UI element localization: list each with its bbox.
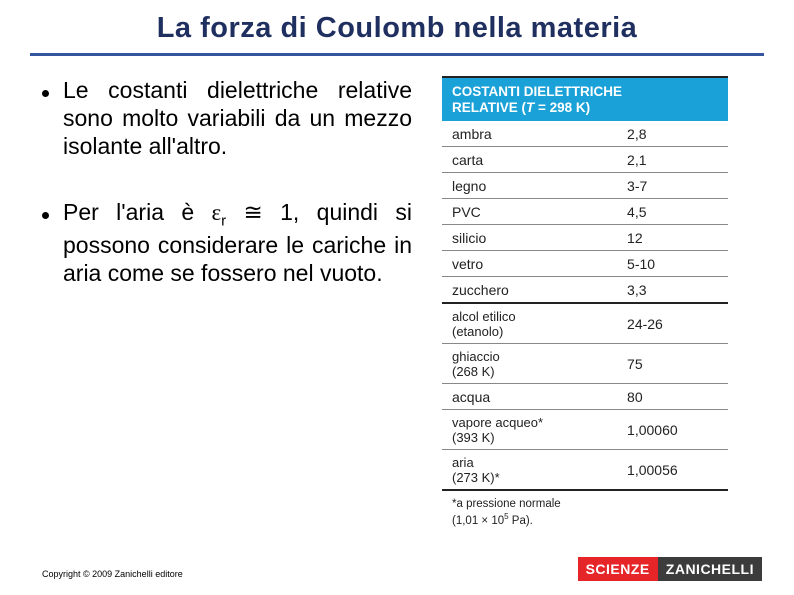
table-row: alcol etilico(etanolo)24-26	[442, 303, 728, 344]
table-row: vapore acqueo*(393 K)1,00060	[442, 410, 728, 450]
material-cell: vetro	[442, 251, 627, 277]
slide-title: La forza di Coulomb nella materia	[0, 0, 794, 53]
value-cell: 75	[627, 344, 728, 384]
value-cell: 1,00060	[627, 410, 728, 450]
table-header-line1: COSTANTI DIELETTRICHE	[452, 84, 622, 99]
table-header-var: T	[526, 100, 534, 115]
value-cell: 2,1	[627, 147, 728, 173]
left-column: Le costanti dielettriche relative sono m…	[42, 76, 412, 534]
table-row: zucchero3,3	[442, 277, 728, 304]
material-cell: carta	[442, 147, 627, 173]
content-area: Le costanti dielettriche relative sono m…	[0, 56, 794, 534]
material-cell: acqua	[442, 384, 627, 410]
material-cell: legno	[442, 173, 627, 199]
value-cell: 3,3	[627, 277, 728, 304]
bullet-dot-icon	[42, 90, 49, 97]
table-body: ambra2,8carta2,1legno3-7PVC4,5silicio12v…	[442, 121, 728, 491]
value-cell: 2,8	[627, 121, 728, 147]
bullet-dot-icon	[42, 212, 49, 219]
material-cell: vapore acqueo*(393 K)	[442, 410, 627, 450]
material-cell: PVC	[442, 199, 627, 225]
value-cell: 4,5	[627, 199, 728, 225]
table-row: PVC4,5	[442, 199, 728, 225]
footnote-line2-prefix: (1,01 × 10	[452, 515, 504, 527]
material-cell: aria(273 K)*	[442, 450, 627, 491]
paragraph-1: Le costanti dielettriche relative sono m…	[63, 76, 412, 160]
table-row: aria(273 K)*1,00056	[442, 450, 728, 491]
bullet-item: Le costanti dielettriche relative sono m…	[42, 76, 412, 160]
material-cell: alcol etilico(etanolo)	[442, 303, 627, 344]
material-cell: ghiaccio(268 K)	[442, 344, 627, 384]
material-cell: silicio	[442, 225, 627, 251]
table-row: acqua80	[442, 384, 728, 410]
table-row: ghiaccio(268 K)75	[442, 344, 728, 384]
table-row: silicio12	[442, 225, 728, 251]
dielectric-table: COSTANTI DIELETTRICHE RELATIVE (T = 298 …	[442, 76, 728, 534]
value-cell: 80	[627, 384, 728, 410]
value-cell: 24-26	[627, 303, 728, 344]
table-header: COSTANTI DIELETTRICHE RELATIVE (T = 298 …	[442, 78, 728, 121]
footnote-line1: *a pressione normale	[452, 498, 561, 510]
table-footnote: *a pressione normale (1,01 × 105 Pa).	[442, 491, 728, 534]
bullet-item: Per l'aria è εr ≅ 1, quindi si possono c…	[42, 198, 412, 287]
right-column: COSTANTI DIELETTRICHE RELATIVE (T = 298 …	[442, 76, 728, 534]
logo-zanichelli: ZANICHELLI	[658, 557, 762, 581]
table-row: carta2,1	[442, 147, 728, 173]
footnote-line2-suffix: Pa).	[509, 515, 533, 527]
table-row: ambra2,8	[442, 121, 728, 147]
table-header-line2-prefix: RELATIVE (	[452, 100, 526, 115]
table-row: vetro5-10	[442, 251, 728, 277]
table-header-line2-suffix: = 298 K)	[534, 100, 590, 115]
table-row: legno3-7	[442, 173, 728, 199]
paragraph-2: Per l'aria è εr ≅ 1, quindi si possono c…	[63, 198, 412, 287]
material-cell: zucchero	[442, 277, 627, 304]
logo-scienze: SCIENZE	[578, 557, 658, 581]
copyright: Copyright © 2009 Zanichelli editore	[42, 569, 183, 579]
value-cell: 3-7	[627, 173, 728, 199]
value-cell: 12	[627, 225, 728, 251]
material-cell: ambra	[442, 121, 627, 147]
publisher-logo: SCIENZE ZANICHELLI	[578, 557, 762, 581]
value-cell: 1,00056	[627, 450, 728, 491]
value-cell: 5-10	[627, 251, 728, 277]
